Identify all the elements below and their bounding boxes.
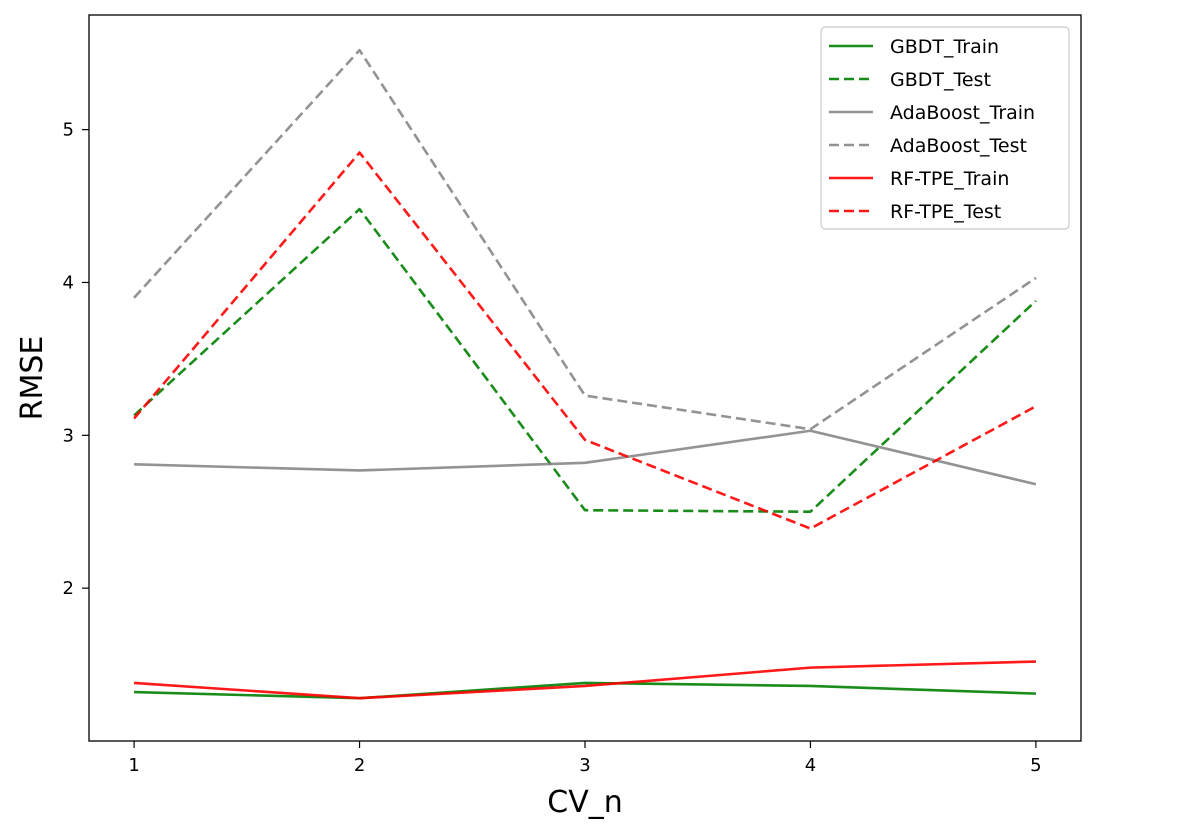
legend: GBDT_Train GBDT_Test AdaBoost_Train AdaBoos… bbox=[820, 26, 1070, 230]
series-line-rf-tpe-train bbox=[134, 660, 1036, 700]
series-line-adaboost-train bbox=[134, 429, 1037, 486]
x-tick-label: 3 bbox=[579, 755, 590, 776]
legend-label: GBDT_Train bbox=[890, 36, 999, 58]
legend-label: AdaBoost_Train bbox=[890, 102, 1035, 124]
series-line-gbdt-test bbox=[133, 207, 1037, 514]
y-tick-label: 3 bbox=[63, 425, 74, 446]
y-tick-label: 2 bbox=[63, 578, 74, 599]
legend-box bbox=[820, 26, 1070, 230]
series-line-rf-tpe-test bbox=[133, 151, 1037, 530]
y-axis: 2 3 4 5 bbox=[63, 120, 89, 599]
x-tick-label: 2 bbox=[354, 755, 365, 776]
legend-label: RF-TPE_Test bbox=[890, 201, 1001, 223]
x-tick-label: 5 bbox=[1030, 755, 1041, 776]
y-tick-label: 4 bbox=[63, 272, 74, 293]
series-line-adaboost-test bbox=[133, 48, 1037, 431]
x-axis: 1 2 3 4 5 bbox=[128, 741, 1042, 776]
y-axis-label: RMSE bbox=[15, 336, 50, 421]
x-axis-label: CV_n bbox=[547, 785, 622, 820]
x-tick-label: 4 bbox=[805, 755, 816, 776]
series-layer bbox=[133, 48, 1037, 700]
x-tick-label: 1 bbox=[128, 755, 139, 776]
y-tick-label: 5 bbox=[63, 120, 74, 141]
legend-label: AdaBoost_Test bbox=[890, 135, 1027, 157]
series-line-gbdt-train bbox=[134, 681, 1036, 700]
legend-label: GBDT_Test bbox=[890, 69, 991, 91]
legend-label: RF-TPE_Train bbox=[890, 168, 1009, 190]
